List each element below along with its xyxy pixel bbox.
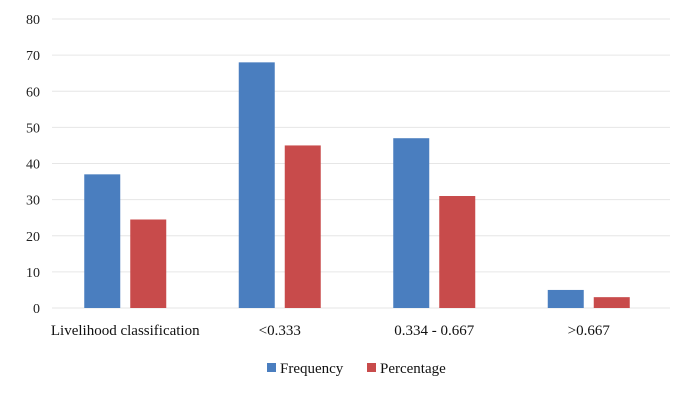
legend-swatch-percentage [367, 363, 376, 372]
y-tick-label: 0 [33, 302, 40, 317]
bar-percentage-1 [284, 145, 321, 308]
y-tick-label: 20 [26, 230, 40, 245]
legend: Frequency Percentage [267, 361, 446, 377]
x-category-label: >0.667 [568, 323, 611, 339]
bar-frequency-2 [393, 138, 430, 308]
y-tick-label: 60 [26, 85, 40, 100]
y-tick-label: 80 [26, 13, 40, 28]
legend-label: Percentage [380, 361, 446, 377]
x-category-label: 0.334 - 0.667 [394, 323, 474, 339]
bar-frequency-3 [547, 289, 584, 308]
x-category-label: Livelihood classification [51, 323, 200, 339]
y-tick-label: 30 [26, 194, 40, 209]
bar-frequency-0 [84, 174, 121, 308]
y-tick-label: 50 [26, 121, 40, 136]
y-tick-label: 10 [26, 266, 40, 281]
y-tick-label: 70 [26, 49, 40, 64]
x-category-label: <0.333 [259, 323, 301, 339]
bars [84, 62, 630, 308]
bar-percentage-0 [130, 219, 167, 308]
legend-label: Frequency [280, 361, 344, 377]
bar-frequency-1 [238, 62, 275, 308]
bar-percentage-2 [439, 196, 476, 308]
legend-swatch-frequency [267, 363, 276, 372]
y-axis-ticks: 0 10 20 30 40 50 60 70 80 [26, 13, 40, 317]
x-axis-labels: Livelihood classification <0.333 0.334 - 0… [51, 323, 610, 339]
bar-percentage-3 [593, 297, 630, 308]
y-tick-label: 40 [26, 158, 40, 173]
